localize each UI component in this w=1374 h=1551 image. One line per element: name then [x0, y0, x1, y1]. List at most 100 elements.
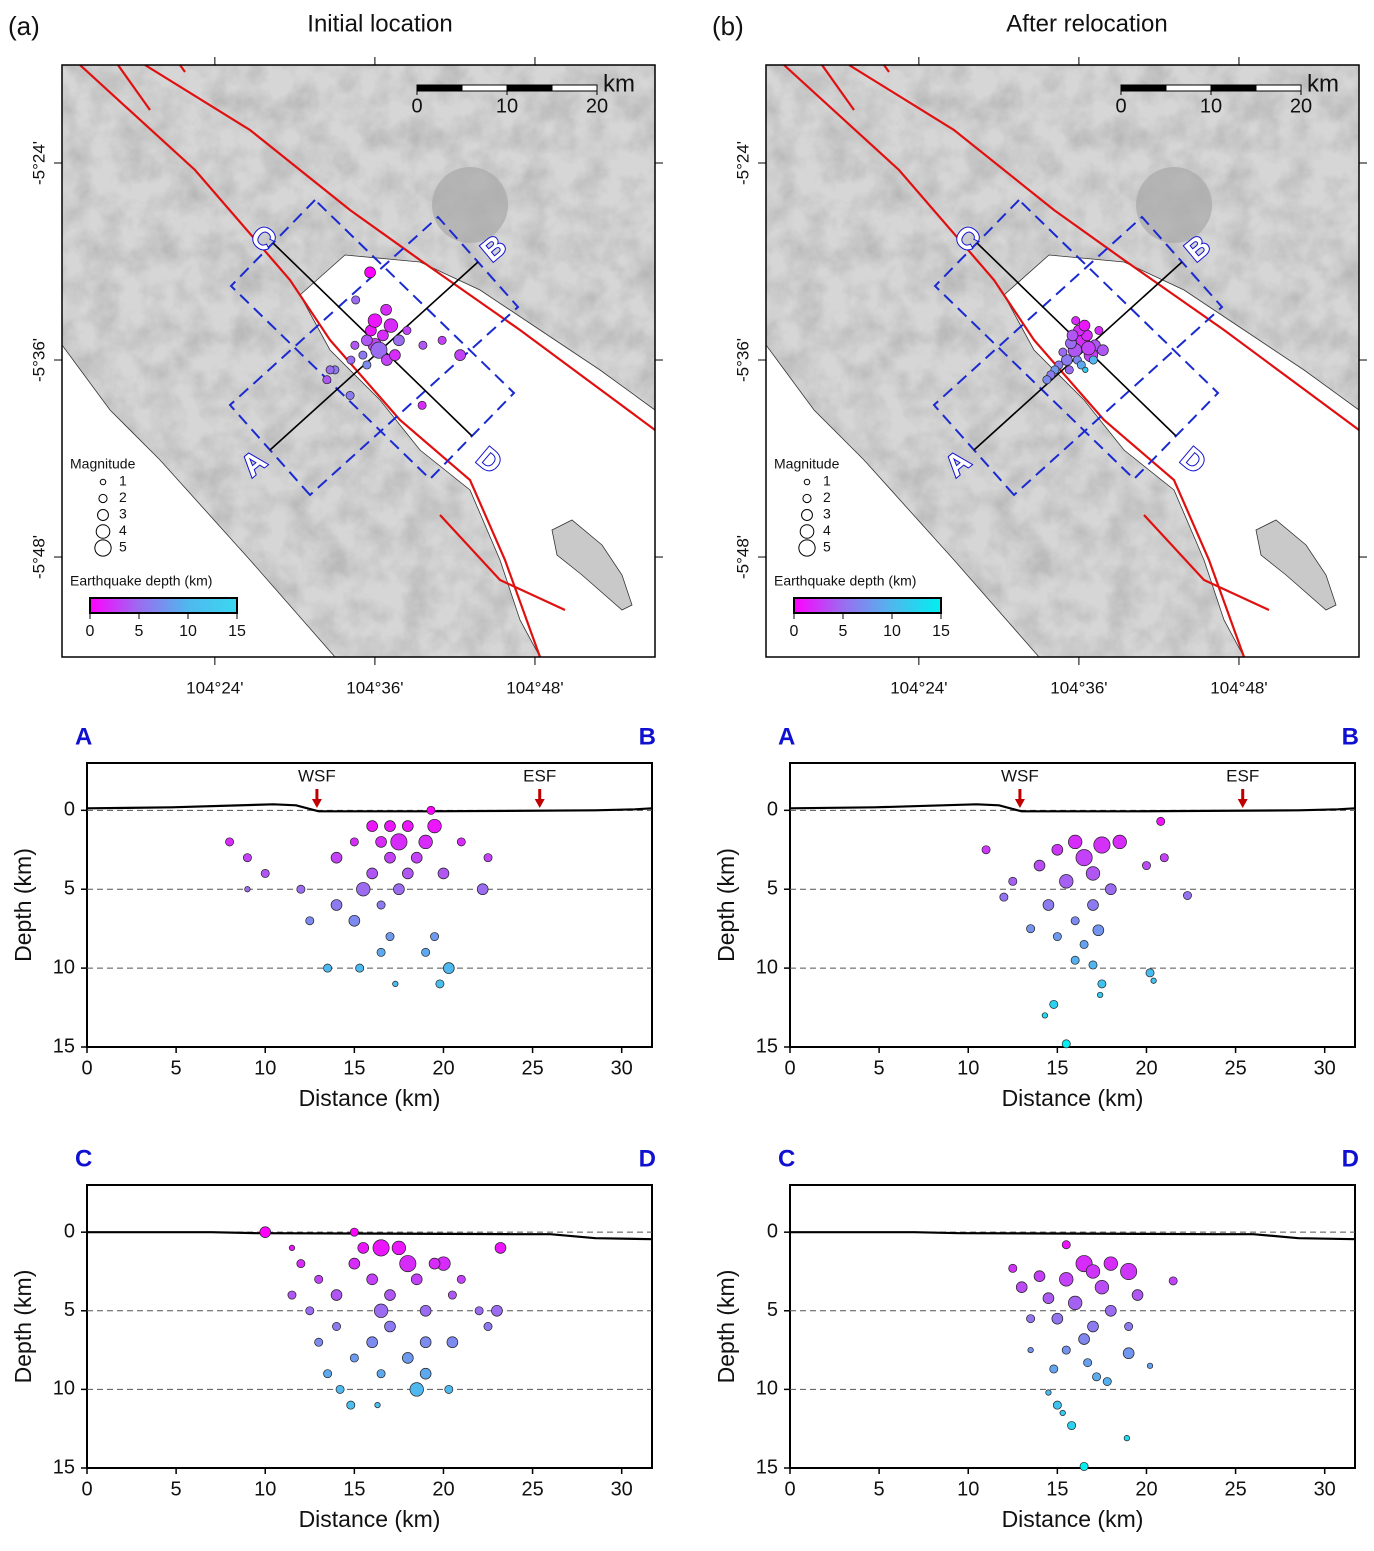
- scale-bar-segment: [1165, 84, 1212, 92]
- profile-end-label: D: [1342, 1145, 1359, 1172]
- scale-bar-segment: [1255, 84, 1302, 92]
- hypocenter: [1156, 816, 1166, 826]
- hypocenter: [323, 1369, 333, 1379]
- hypocenter: [1059, 874, 1074, 889]
- hypocenter: [1120, 1262, 1138, 1280]
- epicenter: [418, 340, 428, 350]
- x-tick-label: 30: [611, 1478, 633, 1500]
- x-tick-label: 25: [521, 1057, 543, 1079]
- hypocenter: [1061, 1345, 1071, 1355]
- hypocenter: [483, 1322, 493, 1331]
- hypocenter: [981, 845, 991, 855]
- y-tick-label: 0: [64, 1220, 75, 1242]
- y-tick-label: -5°48': [733, 535, 752, 579]
- hypocenter: [1008, 876, 1018, 886]
- x-tick-label: 5: [874, 1478, 885, 1500]
- hypocenter: [1070, 955, 1080, 965]
- hypocenter: [419, 1367, 432, 1380]
- hypocenter: [390, 833, 408, 851]
- plot-frame: [789, 762, 1356, 1048]
- scale-bar-segment: [1120, 84, 1167, 92]
- hypocenter: [1087, 899, 1099, 911]
- scale-bar-label: 0: [411, 95, 422, 117]
- hypocenter: [335, 1384, 345, 1394]
- hypocenter: [374, 1402, 381, 1409]
- magnitude-legend-symbol: [99, 478, 107, 486]
- x-tick-label: 10: [957, 1478, 979, 1500]
- epicenter: [380, 303, 392, 316]
- hypocenter: [242, 853, 252, 863]
- hypocenter: [1102, 1377, 1112, 1386]
- epicenter: [1076, 360, 1086, 370]
- epicenter: [1064, 365, 1074, 375]
- x-tick-label: 20: [432, 1057, 454, 1079]
- hypocenter: [373, 1303, 389, 1318]
- fault-arrowhead: [534, 799, 545, 808]
- epicenter: [393, 334, 405, 347]
- magnitude-legend-label: 1: [119, 473, 127, 489]
- magnitude-legend-label: 2: [823, 489, 831, 505]
- colorbar-tick-label: 5: [135, 623, 144, 640]
- hypocenter: [410, 1273, 423, 1286]
- x-tick-label: 5: [171, 1057, 182, 1079]
- epicenter: [437, 335, 447, 345]
- epicenter: [1082, 366, 1089, 373]
- x-tick-label: 104°36': [346, 678, 403, 697]
- y-tick-label: 15: [756, 1456, 778, 1478]
- plot-frame: [86, 762, 653, 1048]
- hypocenter: [348, 1257, 361, 1270]
- hypocenter: [314, 1337, 324, 1347]
- hypocenter: [392, 980, 399, 987]
- x-tick-label: 30: [611, 1057, 633, 1079]
- x-tick-label: 15: [343, 1057, 365, 1079]
- hypocenter: [288, 1244, 296, 1251]
- profile-end-label: A: [75, 723, 92, 750]
- hypocenter: [1142, 861, 1151, 871]
- panel-title: Initial location: [307, 10, 452, 37]
- hypocenter: [296, 1259, 306, 1269]
- x-axis-label: Distance (km): [1002, 1085, 1144, 1111]
- y-tick-label: -5°36': [733, 338, 752, 382]
- magnitude-legend-label: 5: [119, 539, 127, 555]
- hypocenter: [1085, 866, 1101, 881]
- hypocenter: [418, 834, 433, 850]
- epicenter: [1088, 355, 1098, 365]
- hypocenter: [323, 963, 333, 973]
- hypocenter: [444, 1384, 454, 1394]
- y-tick-label: 0: [64, 799, 75, 821]
- magnitude-legend-label: 2: [119, 489, 127, 505]
- x-tick-label: 0: [784, 1057, 795, 1079]
- hypocenter: [376, 900, 386, 910]
- y-tick-label: 15: [53, 1035, 75, 1057]
- epicenter: [370, 341, 388, 359]
- hypocenter: [305, 1306, 315, 1316]
- hypocenter: [1052, 1400, 1062, 1410]
- hypocenter: [314, 1274, 324, 1284]
- x-tick-label: 20: [1135, 1478, 1157, 1500]
- hypocenter: [1079, 1461, 1089, 1471]
- epicenter: [345, 391, 355, 400]
- hypocenter: [1123, 1435, 1130, 1442]
- x-axis-label: Distance (km): [1002, 1506, 1144, 1532]
- hypocenter: [483, 853, 493, 863]
- scale-bar-segment: [416, 84, 463, 92]
- magnitude-legend-title: Magnitude: [70, 456, 136, 472]
- hypocenter: [999, 892, 1009, 902]
- hypocenter: [349, 1227, 359, 1237]
- hypocenter: [1094, 1280, 1110, 1295]
- x-tick-label: 20: [432, 1478, 454, 1500]
- hypocenter: [376, 947, 386, 957]
- scale-bar-label: 0: [1115, 95, 1126, 117]
- hypocenter: [491, 1304, 503, 1317]
- x-tick-label: 104°24': [890, 678, 947, 697]
- epicenter: [346, 355, 356, 365]
- hypocenter: [260, 868, 270, 878]
- hypocenter: [357, 1242, 370, 1254]
- hypocenter: [1070, 916, 1080, 926]
- colorbar-tick-label: 10: [179, 623, 197, 640]
- profile-end-label: D: [639, 1145, 656, 1172]
- hypocenter: [330, 1289, 343, 1301]
- hypocenter: [419, 1336, 432, 1349]
- epicenter: [350, 340, 360, 350]
- hypocenter: [1079, 939, 1089, 949]
